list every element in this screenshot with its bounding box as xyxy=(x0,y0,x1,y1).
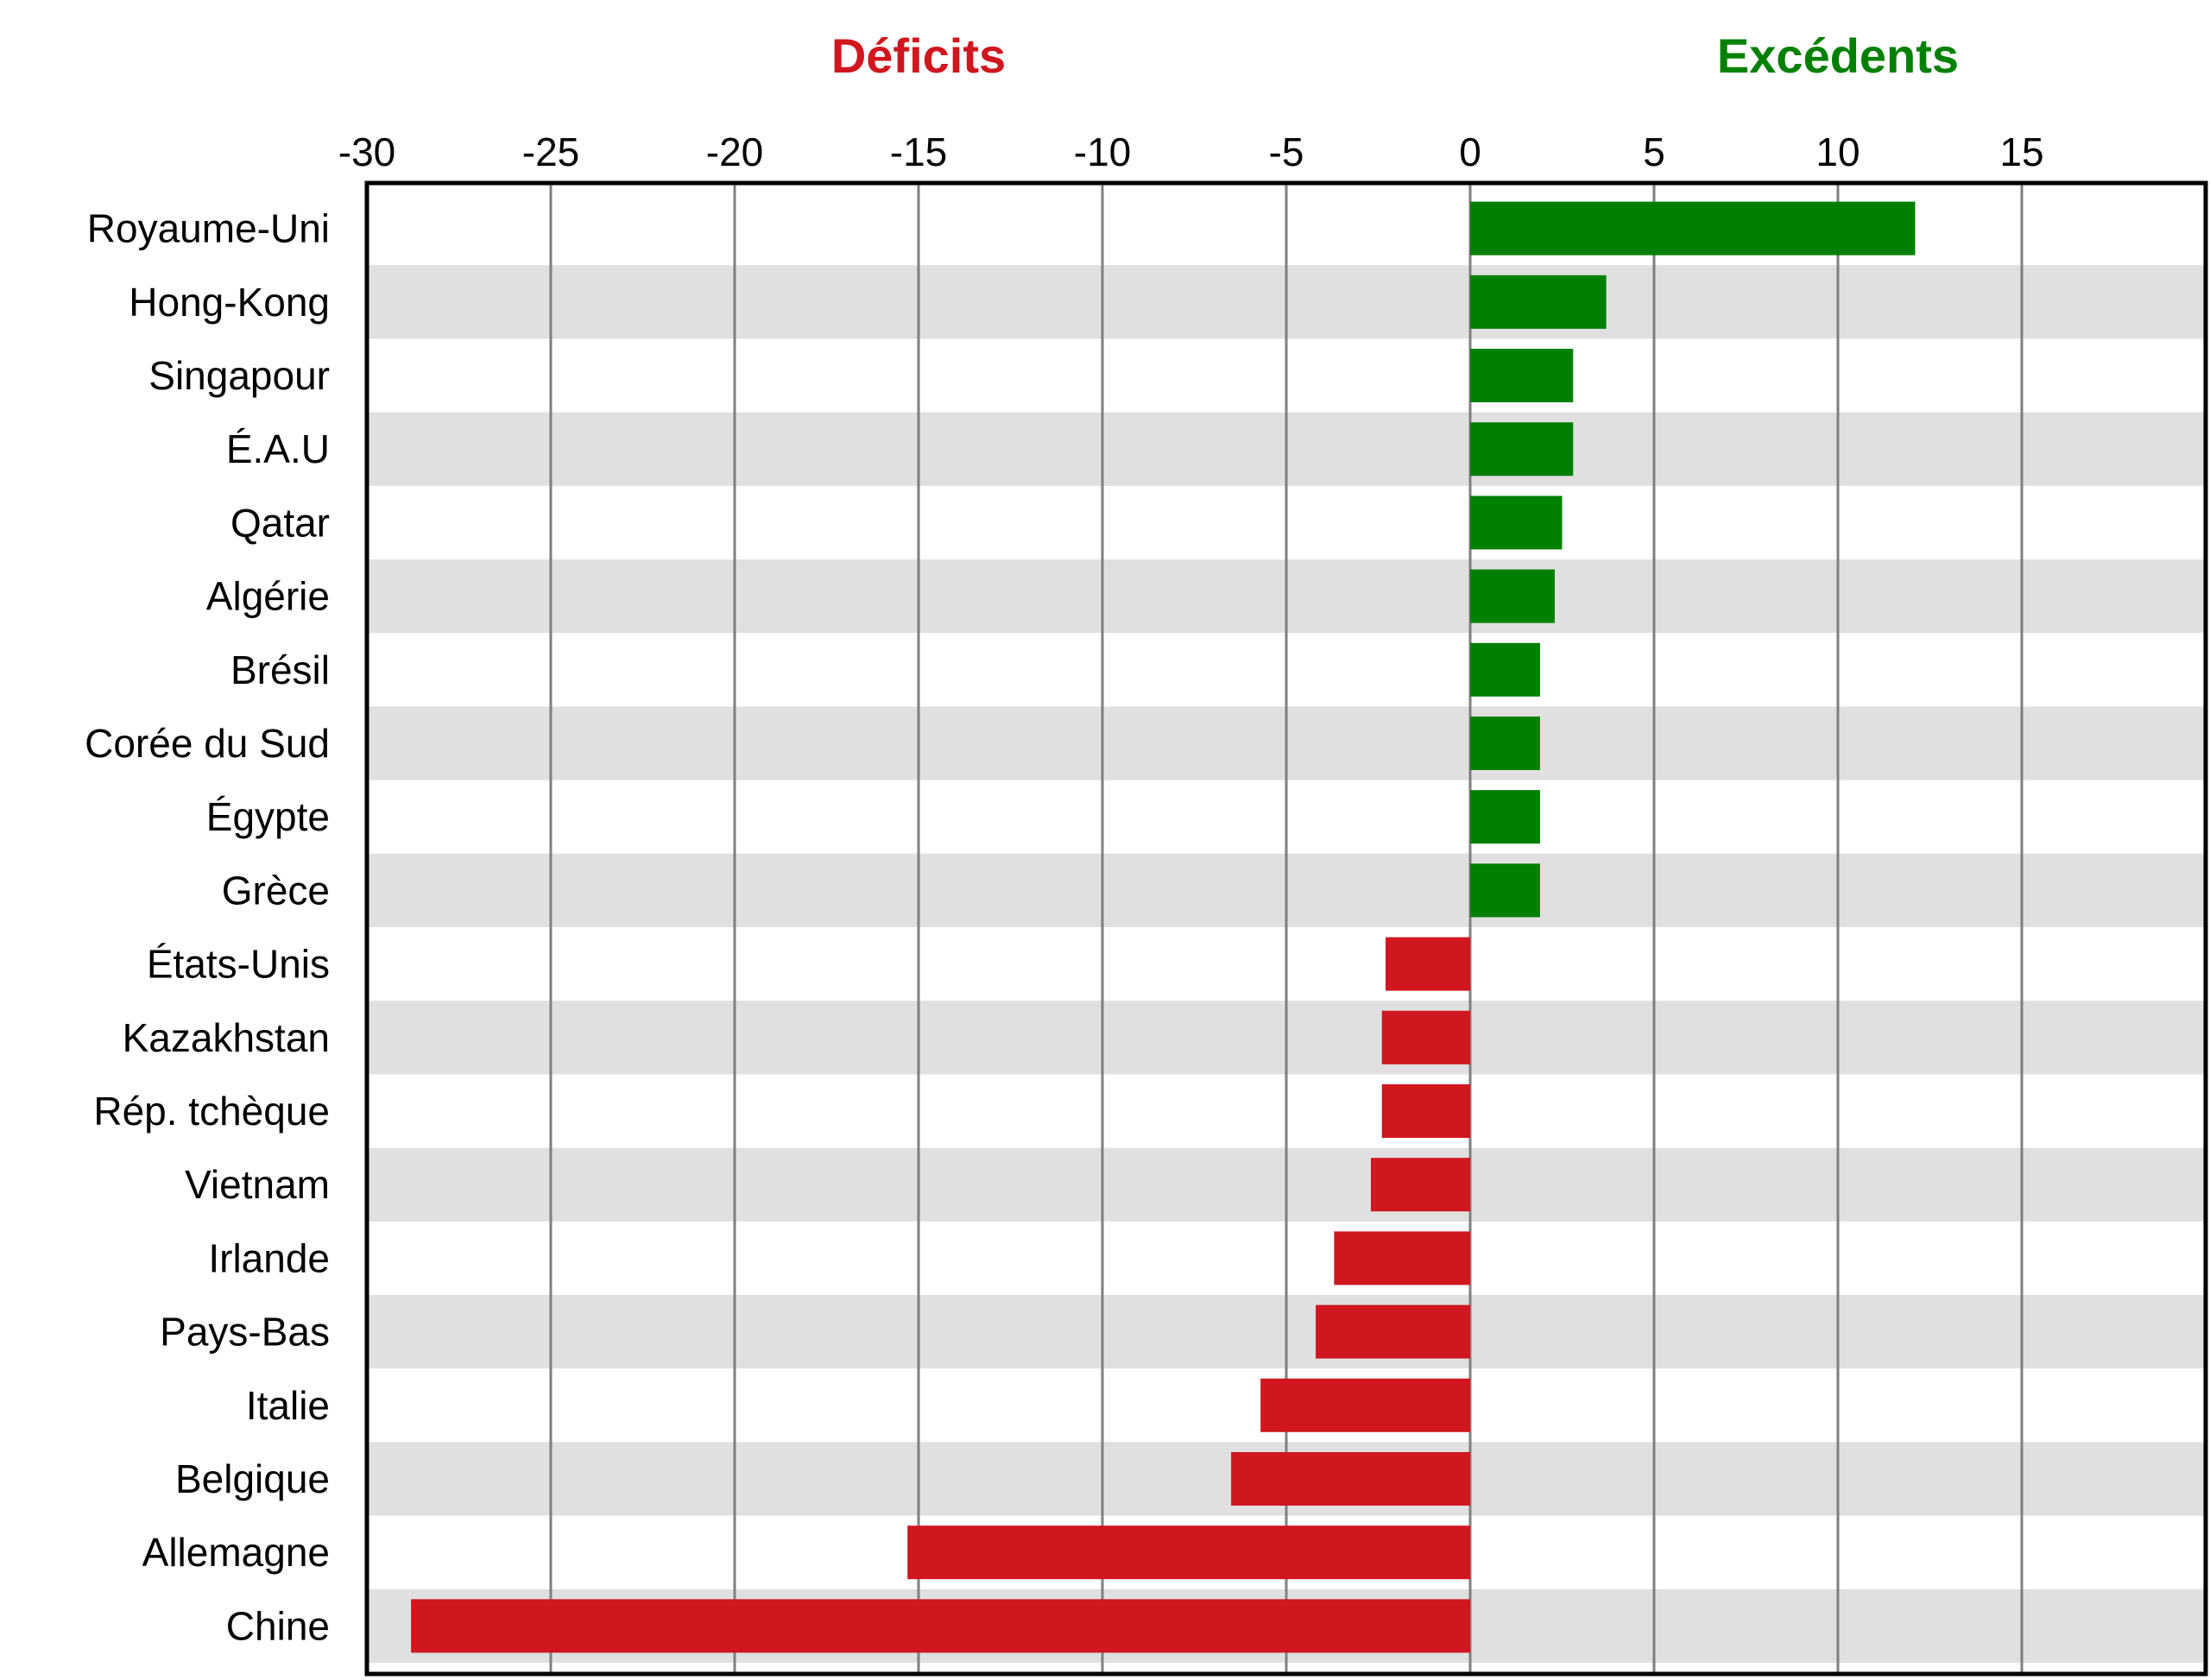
category-labels: Royaume-Uni Hong-Kong Singapour É.A.U Qatar A… xyxy=(85,206,330,1649)
x-tick-label: -30 xyxy=(338,129,395,174)
category-label: Allemagne xyxy=(142,1530,330,1575)
category-label: Singapour xyxy=(148,353,330,398)
bar xyxy=(1470,717,1540,770)
bar xyxy=(1470,349,1574,402)
x-tick-label: -10 xyxy=(1074,129,1131,174)
x-tick-label: 10 xyxy=(1815,129,1860,174)
category-label: É.A.U xyxy=(226,426,330,471)
deficits-header: Déficits xyxy=(831,28,1006,83)
bar xyxy=(907,1525,1470,1580)
surpluses-header: Excédents xyxy=(1717,28,1959,83)
bar xyxy=(1470,496,1563,550)
category-label: Belgique xyxy=(175,1456,330,1501)
x-tick-label: -5 xyxy=(1269,129,1304,174)
bars xyxy=(411,201,1916,1653)
category-label: Égypte xyxy=(206,794,330,839)
category-label: Corée du Sud xyxy=(85,721,330,766)
category-label: Qatar xyxy=(230,500,330,545)
bar xyxy=(1381,1010,1470,1064)
bar xyxy=(1470,201,1916,256)
x-tick-label: 15 xyxy=(1999,129,2043,174)
bar xyxy=(1334,1231,1470,1285)
category-label: Pays-Bas xyxy=(160,1310,330,1355)
category-label: Italie xyxy=(246,1383,330,1428)
bar xyxy=(1470,422,1574,477)
bar xyxy=(1386,937,1470,991)
x-tick-label: 5 xyxy=(1643,129,1665,174)
category-label: Irlande xyxy=(208,1235,330,1280)
bar xyxy=(1370,1158,1470,1212)
category-label: Algérie xyxy=(206,574,330,619)
category-label: États-Unis xyxy=(147,942,330,987)
x-tick-label: -15 xyxy=(890,129,947,174)
x-tick-labels: -30 -25 -20 -15 -10 -5 0 5 10 15 xyxy=(338,129,2044,174)
bar xyxy=(1381,1084,1470,1138)
category-label: Hong-Kong xyxy=(129,280,330,325)
category-label: Vietnam xyxy=(185,1162,330,1207)
category-label: Chine xyxy=(226,1603,330,1648)
category-label: Grèce xyxy=(222,868,330,913)
bar xyxy=(1470,642,1540,697)
category-label: Royaume-Uni xyxy=(87,206,330,251)
bar xyxy=(1470,275,1607,329)
bar xyxy=(411,1599,1470,1653)
x-tick-label: 0 xyxy=(1459,129,1481,174)
category-label: Rép. tchèque xyxy=(93,1089,330,1134)
category-label: Kazakhstan xyxy=(123,1015,330,1060)
bar xyxy=(1470,863,1540,918)
bar xyxy=(1470,790,1540,844)
bar xyxy=(1260,1378,1470,1432)
x-tick-label: -20 xyxy=(706,129,763,174)
plot-frame xyxy=(364,180,2208,1677)
bar xyxy=(1231,1452,1470,1506)
category-label: Brésil xyxy=(230,647,330,692)
bar xyxy=(1470,569,1555,623)
x-tick-label: -25 xyxy=(522,129,579,174)
bar xyxy=(1316,1304,1470,1359)
